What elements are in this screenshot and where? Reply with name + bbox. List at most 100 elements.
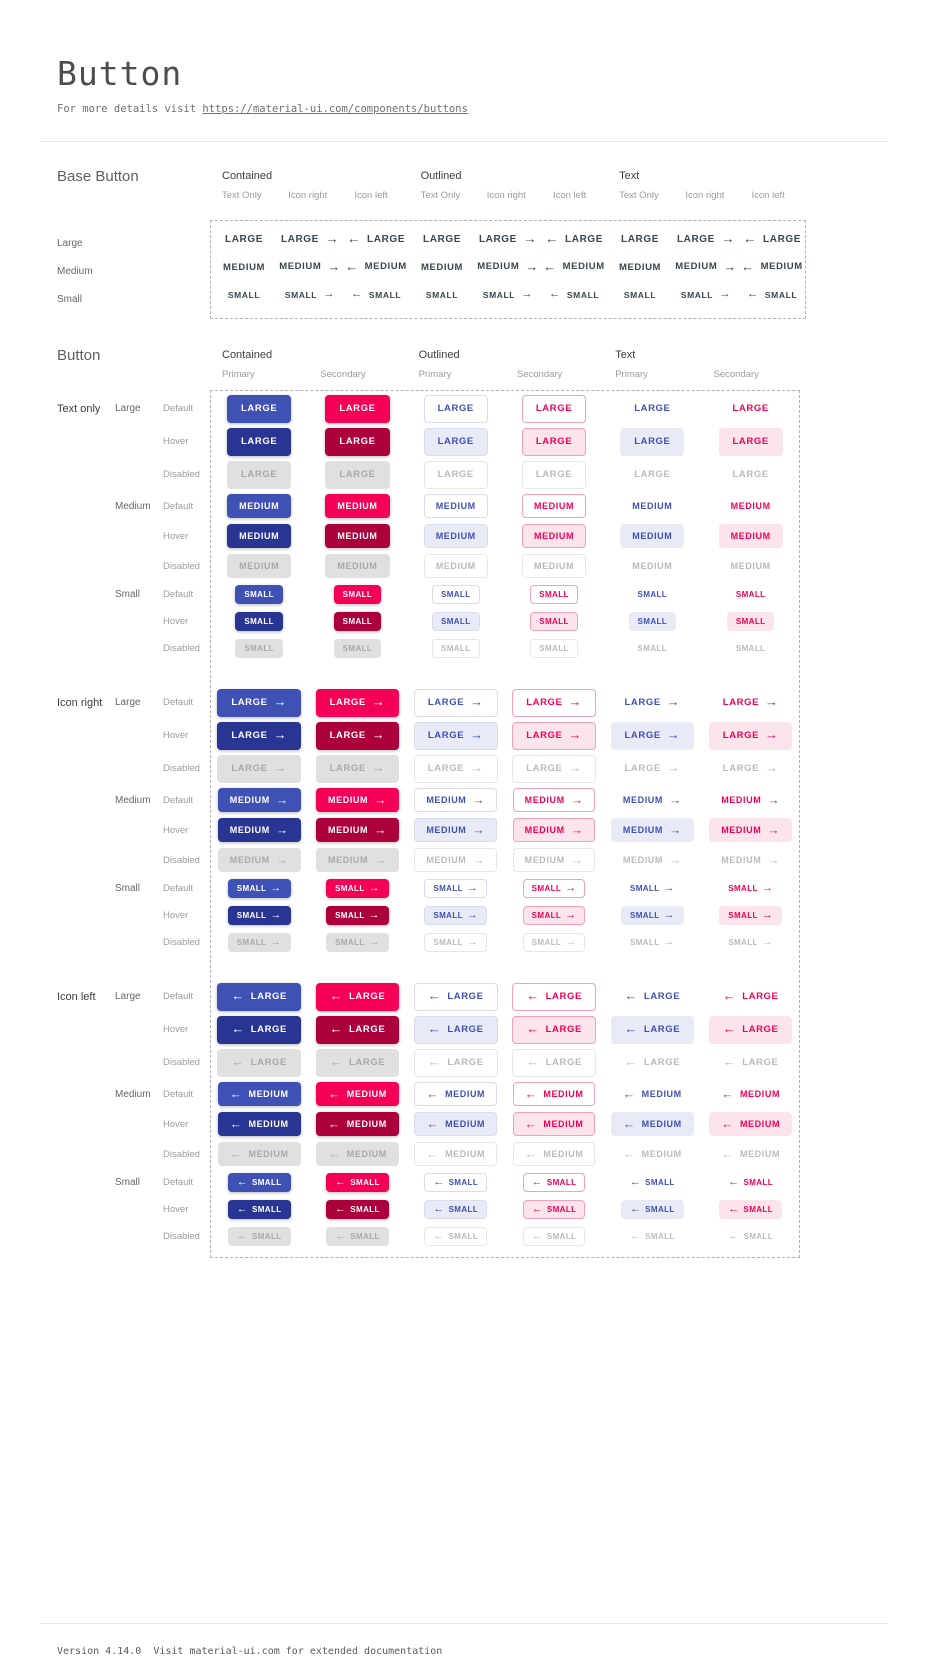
text-primary-large-hover-button[interactable]: ← LARGE — [610, 1015, 695, 1044]
outlined-primary-medium-disabled-button[interactable]: MEDIUM → — [414, 848, 498, 872]
outlined-primary-small-hover-button[interactable]: ← SMALL — [424, 1200, 488, 1219]
contained-primary-medium-default-button[interactable]: MEDIUM → — [217, 788, 301, 812]
outlined-primary-medium-disabled-button[interactable]: ← MEDIUM — [414, 1142, 498, 1166]
contained-secondary-large-default-button[interactable]: LARGE → — [315, 688, 400, 717]
contained-secondary-large-disabled-button[interactable]: LARGE — [325, 460, 390, 489]
outlined-secondary-large-hover-button[interactable]: ← LARGE — [512, 1015, 596, 1044]
outlined-primary-medium-hover-button[interactable]: MEDIUM — [423, 524, 488, 548]
outlined-primary-large-default-button[interactable]: ← LARGE — [413, 982, 498, 1011]
base-button-medium[interactable]: MEDIUM — [223, 262, 265, 273]
text-secondary-medium-default-button[interactable]: MEDIUM → — [709, 788, 792, 812]
outlined-primary-small-hover-button[interactable]: SMALL → — [424, 906, 488, 925]
outlined-secondary-large-default-button[interactable]: LARGE → — [512, 688, 596, 717]
text-primary-large-default-button[interactable]: LARGE — [620, 395, 684, 423]
contained-secondary-large-hover-button[interactable]: LARGE — [325, 427, 390, 456]
contained-secondary-medium-disabled-button[interactable]: ← MEDIUM — [316, 1142, 399, 1166]
contained-secondary-medium-default-button[interactable]: MEDIUM — [325, 494, 390, 518]
base-button-medium-icon-right[interactable]: MEDIUM → — [279, 260, 341, 274]
contained-primary-large-default-button[interactable]: LARGE → — [217, 688, 301, 717]
outlined-primary-medium-default-button[interactable]: ← MEDIUM — [414, 1082, 498, 1106]
base-button-small-icon-left[interactable]: ← SMALL — [549, 288, 599, 300]
contained-primary-large-default-button[interactable]: ← LARGE — [217, 982, 301, 1011]
outlined-primary-large-hover-button[interactable]: ← LARGE — [413, 1015, 498, 1044]
contained-secondary-small-default-button[interactable]: SMALL — [333, 585, 382, 604]
text-primary-large-hover-button[interactable]: LARGE → — [610, 721, 695, 750]
contained-secondary-small-hover-button[interactable]: ← SMALL — [326, 1200, 389, 1219]
contained-primary-medium-disabled-button[interactable]: MEDIUM → — [217, 848, 301, 872]
contained-primary-small-default-button[interactable]: ← SMALL — [227, 1173, 291, 1192]
text-primary-medium-disabled-button[interactable]: MEDIUM → — [611, 848, 694, 872]
text-secondary-small-disabled-button[interactable]: ← SMALL — [719, 1227, 782, 1246]
outlined-secondary-small-hover-button[interactable]: SMALL → — [522, 906, 586, 925]
contained-secondary-medium-disabled-button[interactable]: MEDIUM → — [316, 848, 399, 872]
contained-secondary-large-hover-button[interactable]: ← LARGE — [315, 1015, 400, 1044]
text-secondary-medium-default-button[interactable]: ← MEDIUM — [709, 1082, 792, 1106]
text-primary-small-disabled-button[interactable]: SMALL — [629, 639, 677, 658]
outlined-secondary-small-disabled-button[interactable]: SMALL — [530, 639, 578, 658]
base-button-large[interactable]: LARGE — [225, 234, 263, 245]
contained-primary-large-disabled-button[interactable]: ← LARGE — [217, 1048, 301, 1077]
outlined-primary-small-disabled-button[interactable]: SMALL → — [424, 933, 488, 952]
outlined-secondary-large-default-button[interactable]: ← LARGE — [512, 982, 596, 1011]
contained-primary-small-hover-button[interactable]: SMALL — [235, 612, 283, 631]
contained-primary-small-disabled-button[interactable]: SMALL → — [227, 933, 291, 952]
contained-primary-medium-disabled-button[interactable]: ← MEDIUM — [217, 1142, 301, 1166]
text-primary-medium-default-button[interactable]: ← MEDIUM — [611, 1082, 694, 1106]
outlined-secondary-large-disabled-button[interactable]: LARGE — [521, 460, 587, 489]
outlined-primary-medium-hover-button[interactable]: MEDIUM → — [414, 818, 498, 842]
contained-secondary-large-hover-button[interactable]: LARGE → — [315, 721, 400, 750]
outlined-primary-large-hover-button[interactable]: LARGE — [423, 427, 488, 456]
outlined-primary-medium-default-button[interactable]: MEDIUM → — [414, 788, 498, 812]
text-secondary-large-default-button[interactable]: LARGE → — [709, 689, 793, 717]
text-secondary-medium-disabled-button[interactable]: ← MEDIUM — [709, 1142, 792, 1166]
text-primary-small-default-button[interactable]: SMALL — [629, 585, 677, 604]
base-button-medium-icon-left[interactable]: ← MEDIUM — [345, 260, 407, 274]
base-button-small-icon-left[interactable]: ← SMALL — [351, 288, 401, 300]
text-secondary-medium-hover-button[interactable]: ← MEDIUM — [709, 1112, 793, 1136]
base-button-medium-icon-right[interactable]: MEDIUM → — [675, 260, 737, 274]
outlined-primary-small-hover-button[interactable]: SMALL — [431, 612, 480, 631]
contained-primary-medium-hover-button[interactable]: MEDIUM — [227, 524, 292, 548]
contained-primary-large-default-button[interactable]: LARGE — [227, 394, 292, 423]
outlined-primary-small-default-button[interactable]: SMALL → — [424, 879, 488, 898]
text-secondary-small-hover-button[interactable]: SMALL — [726, 612, 775, 631]
text-secondary-small-disabled-button[interactable]: SMALL → — [719, 933, 782, 952]
text-primary-small-disabled-button[interactable]: ← SMALL — [621, 1227, 684, 1246]
outlined-secondary-large-disabled-button[interactable]: ← LARGE — [512, 1048, 596, 1077]
text-secondary-medium-hover-button[interactable]: MEDIUM → — [709, 818, 793, 842]
contained-primary-large-disabled-button[interactable]: LARGE → — [217, 754, 301, 783]
outlined-secondary-small-disabled-button[interactable]: ← SMALL — [522, 1227, 586, 1246]
text-primary-medium-disabled-button[interactable]: ← MEDIUM — [611, 1142, 694, 1166]
text-primary-large-hover-button[interactable]: LARGE — [620, 427, 685, 456]
outlined-secondary-medium-hover-button[interactable]: MEDIUM → — [512, 818, 596, 842]
base-button-small[interactable]: SMALL — [624, 290, 656, 300]
text-secondary-large-default-button[interactable]: LARGE — [719, 395, 783, 423]
base-button-medium[interactable]: MEDIUM — [421, 262, 463, 273]
text-secondary-large-hover-button[interactable]: ← LARGE — [708, 1015, 793, 1044]
contained-secondary-large-default-button[interactable]: LARGE — [325, 394, 390, 423]
outlined-secondary-small-default-button[interactable]: SMALL → — [522, 879, 586, 898]
text-primary-small-default-button[interactable]: ← SMALL — [621, 1173, 684, 1192]
contained-secondary-medium-hover-button[interactable]: ← MEDIUM — [316, 1112, 399, 1136]
contained-primary-large-disabled-button[interactable]: LARGE — [227, 460, 292, 489]
docs-link[interactable]: https://material-ui.com/components/butto… — [202, 103, 468, 115]
contained-secondary-medium-hover-button[interactable]: MEDIUM — [325, 524, 390, 548]
contained-secondary-large-default-button[interactable]: ← LARGE — [315, 982, 400, 1011]
contained-primary-medium-default-button[interactable]: MEDIUM — [227, 494, 292, 518]
base-button-large[interactable]: LARGE — [423, 234, 461, 245]
base-button-small[interactable]: SMALL — [426, 290, 458, 300]
base-button-large-icon-left[interactable]: ← LARGE — [743, 232, 801, 246]
text-secondary-large-hover-button[interactable]: LARGE → — [708, 721, 793, 750]
text-secondary-large-hover-button[interactable]: LARGE — [718, 427, 783, 456]
outlined-secondary-small-hover-button[interactable]: SMALL — [530, 612, 578, 631]
outlined-primary-large-hover-button[interactable]: LARGE → — [413, 721, 498, 750]
text-primary-medium-disabled-button[interactable]: MEDIUM — [620, 554, 684, 578]
text-secondary-medium-hover-button[interactable]: MEDIUM — [718, 524, 783, 548]
contained-secondary-medium-default-button[interactable]: ← MEDIUM — [316, 1082, 399, 1106]
text-secondary-medium-disabled-button[interactable]: MEDIUM — [719, 554, 783, 578]
contained-secondary-medium-default-button[interactable]: MEDIUM → — [316, 788, 399, 812]
text-secondary-small-default-button[interactable]: ← SMALL — [719, 1173, 782, 1192]
text-primary-small-hover-button[interactable]: SMALL → — [620, 906, 684, 925]
contained-primary-medium-default-button[interactable]: ← MEDIUM — [217, 1082, 301, 1106]
base-button-large-icon-right[interactable]: LARGE → — [479, 232, 537, 246]
